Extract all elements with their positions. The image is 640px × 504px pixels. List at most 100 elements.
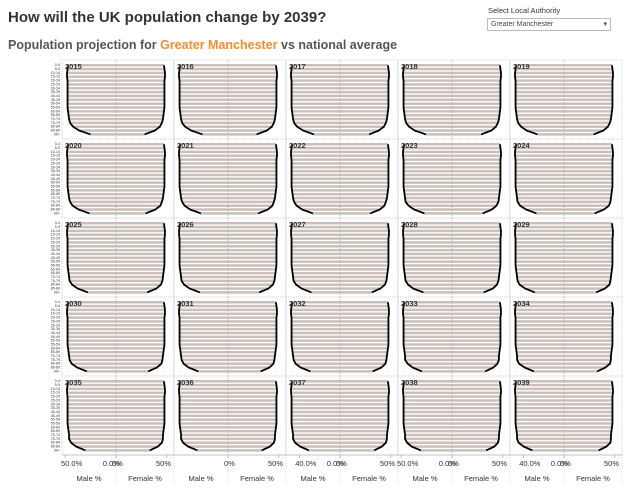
age-label: 20-24 xyxy=(51,158,60,162)
male-bar xyxy=(291,245,340,248)
female-bar xyxy=(452,181,501,184)
filter-dropdown[interactable]: Greater Manchester ▾ xyxy=(487,18,611,31)
male-bar xyxy=(291,308,340,312)
female-bar xyxy=(564,441,611,444)
male-bar xyxy=(291,264,340,267)
male-bar xyxy=(517,433,564,437)
male-bar xyxy=(67,248,116,252)
female-bar xyxy=(340,287,381,290)
male-bar xyxy=(291,399,340,402)
male-bar xyxy=(404,143,452,146)
female-bar xyxy=(116,75,165,79)
female-bar xyxy=(340,71,389,75)
female-bar xyxy=(116,268,164,271)
female-bar xyxy=(564,229,613,233)
female-bar xyxy=(340,380,388,383)
age-label: 10-14 xyxy=(51,387,60,391)
female-bar xyxy=(564,429,612,433)
male-bar xyxy=(403,324,452,327)
age-label: 50-54 xyxy=(51,260,60,264)
male-bar xyxy=(67,94,116,98)
male-bar xyxy=(405,437,452,441)
male-bar xyxy=(70,121,116,125)
female-bar xyxy=(564,162,613,165)
female-bar xyxy=(564,449,599,452)
male-bar xyxy=(291,403,340,406)
female-bar xyxy=(116,343,165,346)
female-bar xyxy=(452,354,499,358)
female-bar xyxy=(452,245,501,248)
female-bar xyxy=(340,327,389,331)
female-bar xyxy=(452,414,501,418)
male-bar xyxy=(291,166,340,169)
male-bar xyxy=(291,185,340,188)
female-bar xyxy=(116,192,164,196)
male-bar xyxy=(403,304,452,308)
male-bar xyxy=(517,358,564,362)
age-label: 15-19 xyxy=(51,312,60,316)
female-bar xyxy=(564,196,611,200)
female-bar xyxy=(564,212,595,215)
female-bar xyxy=(228,256,277,260)
female-bar xyxy=(340,347,388,350)
male-bar xyxy=(292,429,340,433)
female-bar xyxy=(452,422,501,425)
female-bar xyxy=(116,410,165,414)
male-bar xyxy=(525,287,564,290)
male-bar xyxy=(517,200,564,204)
female-bar xyxy=(116,320,165,323)
year-label: 2030 xyxy=(65,299,82,308)
male-bar xyxy=(180,143,228,146)
female-bar xyxy=(116,110,164,113)
male-bar xyxy=(179,166,228,169)
male-bar xyxy=(293,433,340,437)
female-bar xyxy=(116,177,165,181)
female-bar xyxy=(564,245,613,248)
male-bar xyxy=(179,316,228,319)
female-bar xyxy=(340,445,382,448)
female-bar xyxy=(116,429,164,433)
male-bar xyxy=(179,233,228,237)
x-tick-label: 0.0% xyxy=(551,459,568,468)
male-bar xyxy=(414,129,452,132)
year-label: 2018 xyxy=(401,62,418,71)
female-bar xyxy=(340,418,389,421)
male-bar xyxy=(291,150,340,154)
male-bar xyxy=(294,121,340,125)
male-bar xyxy=(424,212,452,215)
female-bar xyxy=(340,98,389,102)
female-bar xyxy=(340,350,388,354)
male-bar xyxy=(515,241,564,244)
male-bar xyxy=(179,387,228,391)
year-label: 2019 xyxy=(513,62,530,71)
female-bar xyxy=(340,301,388,304)
male-bar xyxy=(291,260,340,263)
male-bar xyxy=(185,125,228,128)
male-bar xyxy=(516,426,564,429)
male-bar xyxy=(517,279,564,283)
female-bar xyxy=(452,166,501,169)
female-bar xyxy=(116,162,165,165)
male-bar xyxy=(292,271,340,275)
female-bar xyxy=(452,291,484,294)
female-bar xyxy=(116,212,146,215)
male-outline xyxy=(514,302,535,373)
male-outline xyxy=(402,144,425,215)
male-bar xyxy=(68,426,116,429)
female-bar xyxy=(116,143,164,146)
female-bar xyxy=(116,117,163,121)
female-bar xyxy=(116,241,165,244)
x-tick-label: 0.0% xyxy=(327,459,344,468)
male-bar xyxy=(515,146,564,150)
male-bar xyxy=(70,200,116,204)
female-bar xyxy=(564,252,613,256)
female-bar xyxy=(340,102,389,105)
male-bar xyxy=(181,354,228,358)
female-bar xyxy=(116,304,165,308)
female-bar xyxy=(452,268,500,271)
age-label: 40-44 xyxy=(51,173,60,177)
female-bar xyxy=(228,125,272,128)
age-label: 45-49 xyxy=(51,414,60,418)
female-bar xyxy=(228,146,277,150)
female-bar xyxy=(564,283,610,286)
